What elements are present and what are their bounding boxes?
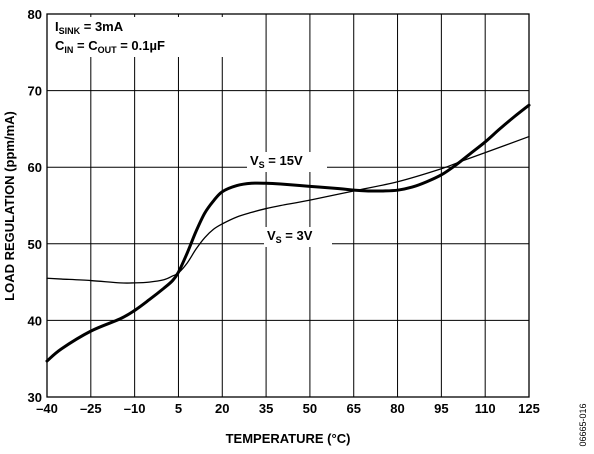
label-vs15-bg <box>247 152 327 172</box>
label-vs3-bg <box>264 227 332 247</box>
figure-id: 06665-016 <box>578 403 588 446</box>
x-tick-label: –10 <box>124 401 146 416</box>
plot-area <box>47 14 529 397</box>
y-tick-label: 30 <box>28 390 42 405</box>
y-tick-label: 40 <box>28 313 42 328</box>
series-line-1 <box>45 103 531 363</box>
annotation-box-bg <box>52 17 232 57</box>
x-tick-label: 80 <box>390 401 404 416</box>
x-tick-label: 50 <box>303 401 317 416</box>
series-line-2 <box>46 135 530 284</box>
x-tick-label: 35 <box>259 401 273 416</box>
label-vs15: VS = 15V <box>250 153 303 170</box>
y-tick-labels: 30 40 50 60 70 80 <box>28 7 42 405</box>
x-tick-label: 110 <box>475 401 496 416</box>
plot-frame <box>46 13 530 398</box>
y-tick-label: 70 <box>28 84 42 99</box>
y-axis-title: LOAD REGULATION (ppm/mA) <box>2 111 17 301</box>
x-tick-label: 20 <box>215 401 229 416</box>
y-tick-label: 60 <box>28 160 42 175</box>
x-tick-label: 125 <box>518 401 540 416</box>
y-tick-label: 80 <box>28 7 42 22</box>
x-tick-labels: –40 –25 –10 5 20 35 50 65 80 95 110 125 <box>36 401 540 416</box>
label-vs3: VS = 3V <box>267 228 313 245</box>
x-axis-title: TEMPERATURE (°C) <box>226 431 351 446</box>
x-tick-label: 95 <box>434 401 448 416</box>
x-tick-label: 5 <box>175 401 182 416</box>
x-tick-label: –25 <box>80 401 102 416</box>
annotation-capacitance: CIN = COUT = 0.1µF <box>55 38 165 55</box>
series-group <box>45 103 531 363</box>
y-tick-label: 50 <box>28 237 42 252</box>
annotation-isink: ISINK = 3mA <box>55 19 124 36</box>
x-tick-label: 65 <box>346 401 360 416</box>
x-tick-label: –40 <box>36 401 58 416</box>
